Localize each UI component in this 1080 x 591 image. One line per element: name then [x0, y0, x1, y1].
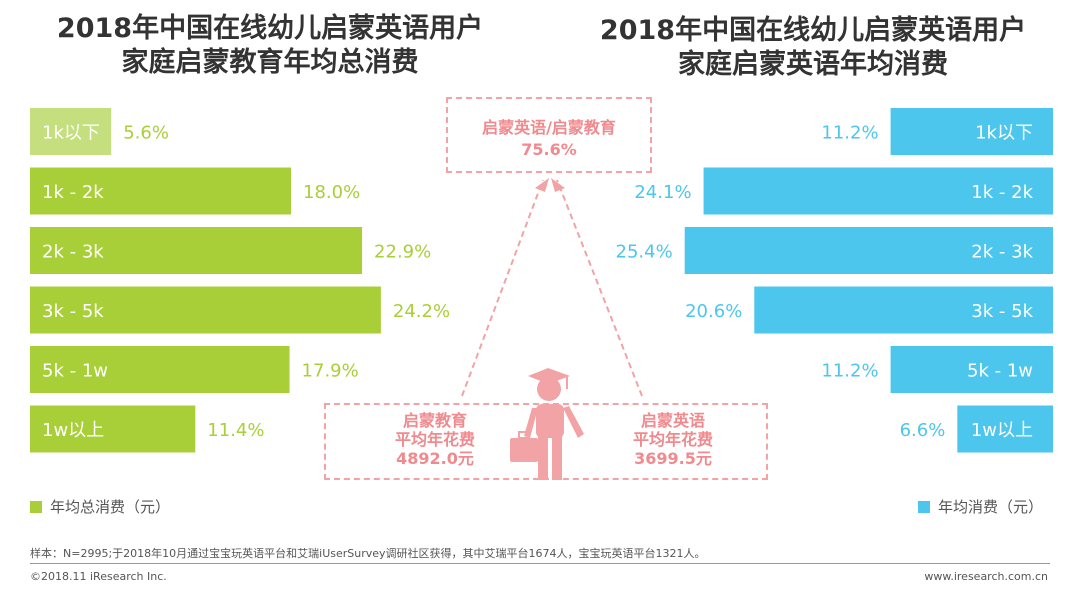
head-shape: [537, 377, 561, 401]
right-value-label-0: 11.2%: [821, 123, 878, 144]
edu-label-line2: 平均年花费: [394, 430, 475, 449]
left-title-line2: 家庭启蒙教育年均总消费: [121, 47, 419, 78]
graduate-person-icon: [510, 368, 584, 480]
left-bar-2: [30, 227, 363, 274]
right-bar-3: [754, 286, 1053, 334]
left-bar-0: [30, 108, 112, 155]
right-value-label-4: 11.2%: [821, 361, 878, 382]
body-shape: [536, 404, 564, 438]
edu-label-line1: 启蒙教育: [402, 411, 467, 430]
right-title-line2: 家庭启蒙英语年均消费: [678, 49, 948, 80]
briefcase-handle: [518, 431, 530, 439]
left-value-label-0: 5.6%: [123, 123, 169, 144]
right-category-label-5: 1w以上: [971, 420, 1033, 441]
mortarboard-shape: [528, 368, 570, 384]
right-category-label-1: 1k - 2k: [971, 182, 1033, 203]
right-title-line1: 2018年中国在线幼儿启蒙英语用户: [599, 15, 1027, 46]
right-bar-chart: 1k以下 11.2% 1k - 2k 24.1% 2k - 3k 25.4% 3k - 5k…: [616, 108, 1053, 453]
sample-note: 样本：N=2995;于2018年10月通过宝宝玩英语平台和艾瑞iUserSurv…: [30, 547, 706, 560]
average-spend-callout-box: [324, 403, 768, 480]
copyright: ©2018.11 iResearch Inc.: [30, 570, 167, 583]
right-arrow-line: [556, 179, 643, 397]
right-bar-0: [890, 108, 1053, 155]
right-bar-5: [957, 405, 1053, 453]
right-value-label-1: 24.1%: [634, 182, 691, 203]
right-arm-shape: [563, 406, 584, 438]
right-bar-4: [890, 346, 1053, 393]
left-arrow-line: [461, 179, 544, 397]
right-arrowhead: [551, 178, 565, 192]
eng-label-line2: 平均年花费: [632, 430, 713, 449]
left-bar-chart: 1k以下 5.6% 1k - 2k 18.0% 2k - 3k 22.9% 3k - 5k 2…: [30, 108, 450, 453]
left-chart-title: 2018年中国在线幼儿启蒙英语用户 家庭启蒙教育年均总消费: [10, 12, 530, 80]
left-title-line1: 2018年中国在线幼儿启蒙英语用户: [56, 13, 484, 44]
right-category-label-0: 1k以下: [975, 123, 1033, 144]
callout-arrows: [461, 178, 643, 397]
right-leg-shape: [552, 436, 562, 480]
left-bar-4: [30, 346, 290, 393]
right-category-label-2: 2k - 3k: [971, 242, 1033, 263]
left-category-label-5: 1w以上: [42, 420, 104, 441]
right-bar-2: [684, 227, 1053, 274]
right-legend: 年均消费（元）: [918, 496, 1043, 517]
tassel-shape: [566, 377, 568, 389]
ratio-callout-box: [446, 97, 652, 173]
left-category-label-3: 3k - 5k: [42, 301, 104, 322]
ratio-label: 启蒙英语/启蒙教育: [482, 118, 616, 137]
edu-value: 4892.0元: [396, 449, 474, 468]
footer-divider: [30, 563, 1050, 564]
left-legend: 年均总消费（元）: [30, 496, 170, 517]
right-value-label-2: 25.4%: [616, 242, 673, 263]
left-category-label-2: 2k - 3k: [42, 242, 104, 263]
left-bar-3: [30, 286, 381, 334]
left-category-label-0: 1k以下: [42, 123, 100, 144]
right-value-label-3: 20.6%: [685, 301, 742, 322]
edu-average-spend: 启蒙教育 平均年花费 4892.0元: [370, 411, 500, 468]
left-arrowhead: [535, 178, 549, 192]
left-value-label-5: 11.4%: [207, 420, 264, 441]
left-bar-5: [30, 405, 196, 453]
left-value-label-3: 24.2%: [393, 301, 450, 322]
right-legend-label: 年均消费（元）: [938, 498, 1044, 516]
eng-value: 3699.5元: [634, 449, 712, 468]
right-value-label-5: 6.6%: [900, 420, 946, 441]
right-legend-swatch: [918, 500, 930, 513]
left-value-label-1: 18.0%: [303, 182, 360, 203]
website-url: www.iresearch.com.cn: [924, 570, 1048, 583]
left-bar-1: [30, 167, 291, 215]
ratio-value: 75.6%: [521, 140, 577, 159]
eng-label-line1: 启蒙英语: [640, 411, 705, 430]
eng-average-spend: 启蒙英语 平均年花费 3699.5元: [608, 411, 738, 468]
left-arm-shape: [524, 408, 538, 438]
left-category-label-4: 5k - 1w: [42, 361, 108, 382]
right-category-label-3: 3k - 5k: [971, 301, 1033, 322]
left-value-label-2: 22.9%: [374, 242, 431, 263]
left-legend-swatch: [30, 500, 42, 513]
briefcase-shape: [510, 438, 538, 462]
right-bar-1: [703, 167, 1053, 215]
left-leg-shape: [538, 436, 548, 480]
left-legend-label: 年均总消费（元）: [50, 498, 171, 516]
left-category-label-1: 1k - 2k: [42, 182, 104, 203]
left-value-label-4: 17.9%: [302, 361, 359, 382]
right-category-label-4: 5k - 1w: [967, 361, 1033, 382]
right-chart-title: 2018年中国在线幼儿启蒙英语用户 家庭启蒙英语年均消费: [548, 14, 1078, 82]
